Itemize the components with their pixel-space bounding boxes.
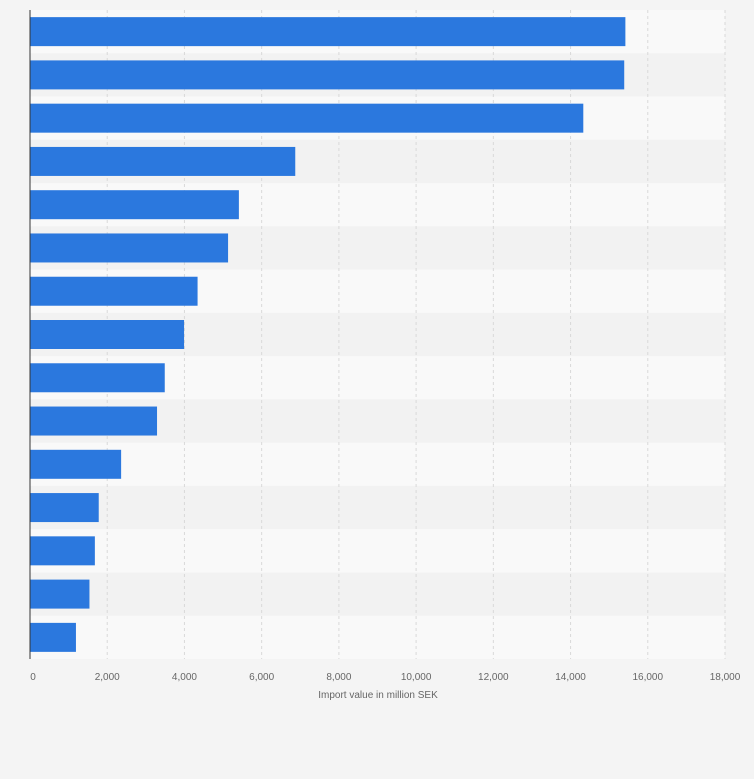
row-band <box>30 615 725 659</box>
bar[interactable] <box>30 190 239 220</box>
x-tick-label: 2,000 <box>95 672 120 683</box>
x-tick-label: 10,000 <box>401 672 432 683</box>
bar[interactable] <box>30 60 625 90</box>
bar[interactable] <box>30 276 198 306</box>
x-tick-label: 18,000 <box>710 672 741 683</box>
bar[interactable] <box>30 17 626 47</box>
x-tick-label: 6,000 <box>249 672 274 683</box>
row-band <box>30 485 725 530</box>
row-band <box>30 529 725 573</box>
x-tick-label: 0 <box>30 672 36 683</box>
x-axis-title: Import value in million SEK <box>318 690 438 701</box>
bar[interactable] <box>30 146 296 176</box>
x-tick-label: 12,000 <box>478 672 509 683</box>
bar[interactable] <box>30 536 95 566</box>
x-tick-label: 16,000 <box>632 672 663 683</box>
bars <box>30 17 626 652</box>
bar[interactable] <box>30 363 165 393</box>
row-band <box>30 572 725 616</box>
x-tick-labels: 0 2,000 4,000 6,000 8,000 10,000 12,000 14,000 1… <box>30 672 741 683</box>
bar[interactable] <box>30 320 185 349</box>
bar[interactable] <box>30 579 90 609</box>
bar[interactable] <box>30 103 584 133</box>
row-band <box>30 442 725 486</box>
bar[interactable] <box>30 406 158 436</box>
bar[interactable] <box>30 622 76 652</box>
x-tick-label: 14,000 <box>555 672 586 683</box>
x-tick-label: 4,000 <box>172 672 197 683</box>
bar[interactable] <box>30 449 122 479</box>
bar[interactable] <box>30 233 229 263</box>
x-tick-label: 8,000 <box>326 672 351 683</box>
bar[interactable] <box>30 493 99 523</box>
